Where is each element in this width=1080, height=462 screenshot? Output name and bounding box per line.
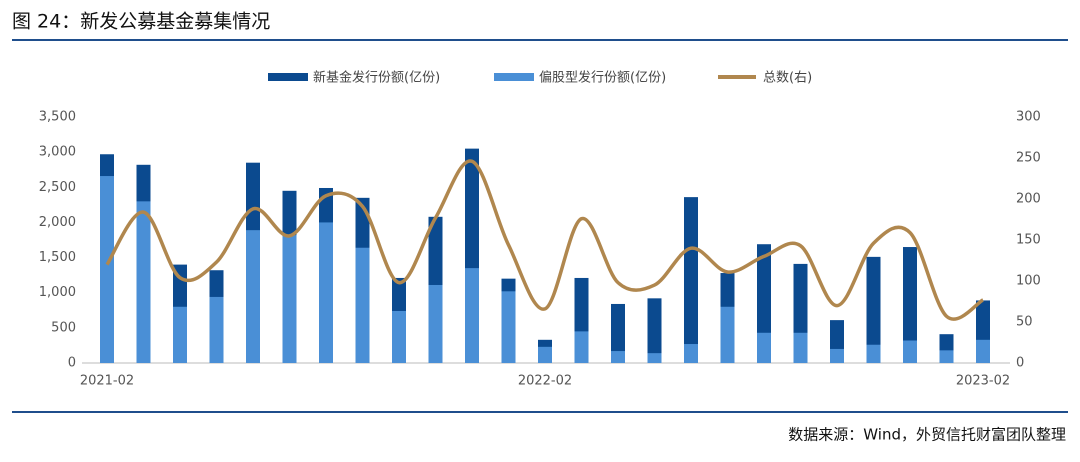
bar: [684, 197, 698, 363]
bar: [903, 340, 917, 363]
bar: [355, 247, 370, 363]
chart-title: 图 24：新发公募基金募集情况: [12, 11, 270, 33]
y2-tick-label: 50: [1016, 315, 1033, 330]
x-tick-label: 2023-02: [956, 374, 1010, 389]
x-tick-label: 2022-02: [518, 374, 572, 389]
bar: [684, 344, 698, 363]
bar: [282, 235, 297, 363]
y2-tick-label: 150: [1016, 233, 1041, 248]
bar: [501, 291, 516, 363]
bar: [647, 353, 662, 363]
bar: [611, 351, 625, 363]
bar: [903, 247, 917, 363]
bar: [611, 303, 625, 363]
bar: [830, 348, 844, 363]
bar: [392, 310, 406, 363]
y2-tick-label: 250: [1016, 151, 1041, 166]
y-tick-label: 3,500: [39, 110, 76, 125]
bar: [939, 350, 954, 363]
bar: [647, 298, 662, 363]
bar: [866, 344, 881, 363]
y-tick-label: 500: [51, 320, 76, 335]
bar: [976, 339, 990, 363]
x-tick-label: 2021-02: [80, 374, 134, 389]
bar: [319, 222, 333, 363]
y-tick-label: 0: [68, 356, 76, 371]
bar: [720, 306, 735, 363]
bar: [209, 296, 224, 363]
y2-tick-label: 0: [1016, 356, 1024, 371]
y-tick-label: 2,000: [39, 215, 76, 230]
legend-label: 总数(右): [763, 71, 812, 86]
bar: [574, 331, 589, 363]
legend-label: 偏股型发行份额(亿份): [539, 70, 666, 86]
bar: [793, 332, 808, 363]
bar: [173, 306, 187, 363]
bar: [136, 201, 151, 363]
bar: [538, 346, 552, 363]
y-tick-label: 1,500: [39, 250, 76, 265]
bar: [428, 284, 443, 363]
legend-label: 新基金发行份额(亿份): [313, 70, 440, 86]
bar: [465, 268, 479, 363]
y-tick-label: 2,500: [39, 180, 76, 195]
legend-swatch: [494, 73, 534, 81]
line: [105, 159, 984, 321]
bar: [866, 256, 881, 363]
bar: [757, 332, 771, 363]
y2-tick-label: 300: [1016, 110, 1041, 125]
y2-tick-label: 100: [1016, 274, 1041, 289]
y-tick-label: 1,000: [39, 285, 76, 300]
source-note: 数据来源：Wind，外贸信托财富团队整理: [788, 426, 1066, 444]
bar: [100, 176, 114, 363]
bar: [246, 230, 260, 363]
y2-tick-label: 200: [1016, 192, 1041, 207]
y-tick-label: 3,000: [39, 145, 76, 160]
legend-swatch: [268, 73, 308, 81]
